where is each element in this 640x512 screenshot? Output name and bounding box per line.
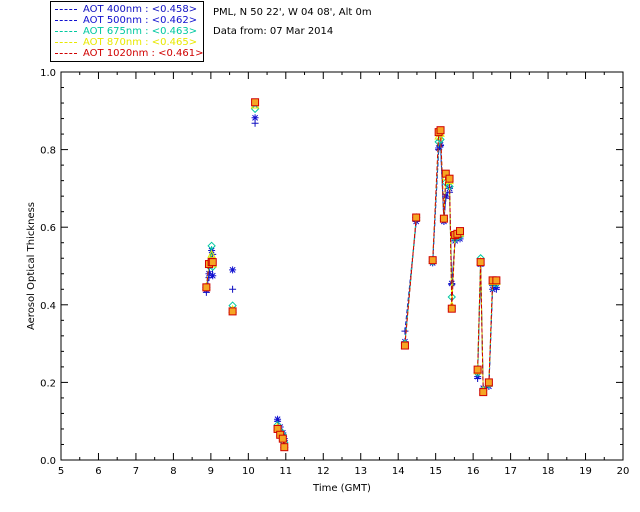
x-tick-label: 8: [170, 466, 176, 477]
data-point: [439, 214, 448, 223]
data-point: [274, 415, 282, 423]
data-point: [428, 256, 437, 265]
y-tick-label: 0.4: [40, 301, 56, 312]
data-point: [412, 213, 421, 222]
legend-label-400nm: AOT 400nm : <0.458>: [83, 4, 198, 15]
axes-layer: 5 6 7 8 9 10 11 12 13 14 15 16 17 18 19 20 0.0 0.2 0.4 0.6 0…: [40, 68, 629, 477]
data-point: [280, 443, 289, 452]
series-4: [202, 98, 501, 452]
legend-entry-1020nm: AOT 1020nm : <0.461>: [55, 48, 203, 59]
x-tick-label: 9: [208, 466, 214, 477]
data-point: [445, 174, 454, 183]
x-tick-label: 10: [242, 466, 255, 477]
data-point: [473, 365, 482, 374]
data-point: [436, 126, 445, 135]
data-point: [492, 276, 501, 285]
data-point: [484, 378, 493, 387]
data-point: [251, 114, 259, 122]
data-point: [278, 434, 287, 443]
data-point: [251, 98, 260, 107]
x-tick-label: 18: [542, 466, 555, 477]
data-point: [228, 307, 237, 316]
data-point: [447, 304, 456, 313]
x-tick-label: 6: [95, 466, 101, 477]
data-point: [205, 270, 213, 278]
series-2: [202, 104, 501, 447]
data-point: [442, 192, 450, 200]
date-info: Data from: 07 Mar 2014: [213, 26, 334, 37]
legend-swatch-870nm: [55, 41, 77, 43]
y-axis-label: Aerosol Optical Thickness: [26, 202, 37, 330]
x-tick-label: 19: [579, 466, 592, 477]
series-0: [202, 119, 500, 445]
y-tick-label: 1.0: [40, 68, 56, 79]
y-tick-label: 0.6: [40, 223, 56, 234]
data-point: [435, 144, 443, 152]
legend-entry-500nm: AOT 500nm : <0.462>: [55, 15, 197, 26]
y-tick-label: 0.0: [40, 456, 56, 467]
legend-swatch-400nm: [55, 8, 77, 10]
y-tick-label: 0.2: [40, 378, 56, 389]
data-point: [209, 272, 217, 280]
legend-entry-400nm: AOT 400nm : <0.458>: [55, 4, 197, 15]
x-tick-label: 16: [467, 466, 480, 477]
data-point: [202, 283, 211, 292]
x-tick-label: 14: [392, 466, 405, 477]
data-point: [229, 266, 237, 274]
legend-label-675nm: AOT 675nm : <0.463>: [83, 26, 198, 37]
legend: AOT 400nm : <0.458> AOT 500nm : <0.462> …: [50, 1, 204, 62]
data-point: [479, 388, 488, 397]
x-tick-label: 11: [279, 466, 292, 477]
x-tick-label: 7: [133, 466, 139, 477]
data-point: [456, 227, 465, 236]
x-tick-label: 13: [354, 466, 367, 477]
x-tick-label: 17: [504, 466, 517, 477]
plot-frame: [60, 71, 624, 461]
x-axis-label: Time (GMT): [312, 483, 371, 494]
legend-swatch-1020nm: [55, 52, 77, 54]
data-point: [476, 258, 485, 267]
series-3: [202, 100, 501, 448]
legend-label-870nm: AOT 870nm : <0.465>: [83, 37, 198, 48]
legend-swatch-500nm: [55, 19, 77, 21]
x-tick-label: 12: [317, 466, 330, 477]
legend-entry-870nm: AOT 870nm : <0.465>: [55, 37, 197, 48]
x-tick-label: 5: [58, 466, 64, 477]
y-tick-label: 0.8: [40, 146, 56, 157]
data-point: [400, 341, 409, 350]
data-point: [207, 249, 216, 258]
legend-label-1020nm: AOT 1020nm : <0.461>: [83, 48, 204, 59]
x-tick-label: 15: [429, 466, 442, 477]
legend-label-500nm: AOT 500nm : <0.462>: [83, 15, 198, 26]
data-point: [208, 258, 217, 267]
data-point: [229, 285, 237, 293]
data-point: [401, 327, 409, 335]
data-point: [207, 241, 216, 251]
x-tick-label: 20: [617, 466, 630, 477]
legend-entry-675nm: AOT 675nm : <0.463>: [55, 26, 197, 37]
series-1: [202, 114, 500, 443]
site-info: PML, N 50 22', W 04 08', Alt 0m: [213, 7, 372, 18]
legend-swatch-675nm: [55, 30, 77, 32]
series-layer: [202, 98, 501, 452]
